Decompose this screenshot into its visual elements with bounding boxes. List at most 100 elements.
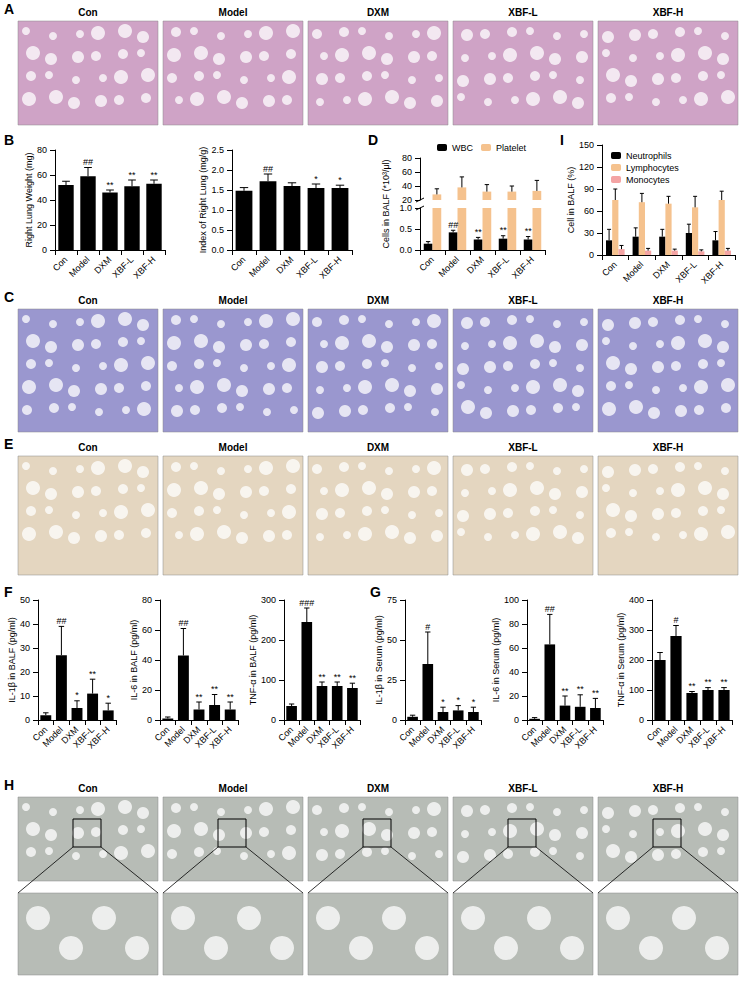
svg-text:0.0: 0.0 <box>399 245 412 255</box>
svg-text:0: 0 <box>25 715 30 725</box>
svg-text:Model: Model <box>437 254 461 278</box>
svg-text:2.5: 2.5 <box>211 145 224 155</box>
svg-text:0: 0 <box>589 250 594 260</box>
svg-text:75: 75 <box>387 595 397 605</box>
svg-text:Monocytes: Monocytes <box>626 175 670 185</box>
svg-text:Model: Model <box>219 783 248 794</box>
svg-text:DXM: DXM <box>367 783 389 794</box>
svg-text:Model: Model <box>219 295 248 306</box>
svg-text:XBF-H: XBF-H <box>317 254 343 280</box>
svg-text:XBF-L: XBF-L <box>110 254 135 279</box>
svg-text:**: ** <box>577 684 585 694</box>
svg-text:XBF-H: XBF-H <box>208 724 234 750</box>
svg-text:XBF-L: XBF-L <box>508 295 537 306</box>
svg-text:0.5: 0.5 <box>399 224 412 234</box>
svg-text:1.0: 1.0 <box>399 203 412 213</box>
svg-text:IL-1β in BALF (pg/ml): IL-1β in BALF (pg/ml) <box>7 617 17 703</box>
svg-text:XBF-H: XBF-H <box>699 259 725 285</box>
svg-text:E: E <box>4 436 13 452</box>
svg-text:##: ## <box>178 618 188 628</box>
svg-text:200: 200 <box>261 635 276 645</box>
svg-text:XBF-L: XBF-L <box>674 259 699 284</box>
svg-text:100: 100 <box>261 675 276 685</box>
svg-text:XBF-L: XBF-L <box>508 7 537 18</box>
svg-text:**: ** <box>704 677 712 687</box>
svg-text:*: * <box>338 175 342 185</box>
svg-text:Model: Model <box>247 254 271 278</box>
svg-text:DXM: DXM <box>274 254 295 275</box>
svg-text:Cells in BALF (*10³/μl): Cells in BALF (*10³/μl) <box>381 159 391 248</box>
svg-text:0: 0 <box>639 715 644 725</box>
svg-text:20: 20 <box>509 691 519 701</box>
svg-text:XBF-L: XBF-L <box>508 442 537 453</box>
svg-text:XBF-H: XBF-H <box>131 254 157 280</box>
svg-text:0.5: 0.5 <box>211 225 224 235</box>
svg-text:300: 300 <box>629 625 644 635</box>
svg-text:C: C <box>4 289 14 305</box>
svg-text:Con: Con <box>78 442 97 453</box>
svg-text:60: 60 <box>402 167 412 177</box>
svg-text:Index of Right Lung (mg/g): Index of Right Lung (mg/g) <box>198 147 208 254</box>
svg-text:50: 50 <box>20 595 30 605</box>
svg-text:#: # <box>425 622 430 632</box>
svg-text:100: 100 <box>504 595 519 605</box>
svg-text:G: G <box>370 584 381 600</box>
svg-text:IL-6 in Serum (pg/ml): IL-6 in Serum (pg/ml) <box>491 618 501 703</box>
svg-text:0: 0 <box>42 245 47 255</box>
svg-text:##: ## <box>545 604 555 614</box>
svg-text:Con: Con <box>51 254 70 273</box>
svg-text:#: # <box>673 615 678 625</box>
svg-text:Right Lung Weight (mg): Right Lung Weight (mg) <box>24 153 34 248</box>
svg-text:50: 50 <box>387 635 397 645</box>
svg-text:D: D <box>368 132 378 148</box>
svg-text:Con: Con <box>78 295 97 306</box>
svg-text:**: ** <box>211 684 219 694</box>
svg-text:DXM: DXM <box>367 7 389 18</box>
svg-text:1.5: 1.5 <box>211 185 224 195</box>
svg-text:XBF-H: XBF-H <box>653 7 684 18</box>
svg-text:1.0: 1.0 <box>211 205 224 215</box>
svg-text:*: * <box>456 695 460 705</box>
svg-text:*: * <box>75 690 79 700</box>
svg-text:10: 10 <box>20 691 30 701</box>
svg-text:Platelet: Platelet <box>496 143 527 153</box>
svg-text:120: 120 <box>579 162 594 172</box>
svg-text:**: ** <box>525 226 533 236</box>
svg-text:**: ** <box>561 686 569 696</box>
svg-text:80: 80 <box>509 619 519 629</box>
svg-text:DXM: DXM <box>465 254 486 275</box>
svg-text:**: ** <box>334 672 342 682</box>
svg-text:**: ** <box>195 692 203 702</box>
svg-text:**: ** <box>592 688 600 698</box>
svg-text:**: ** <box>720 677 728 687</box>
svg-text:*: * <box>441 697 445 707</box>
svg-text:XBF-L: XBF-L <box>294 254 319 279</box>
svg-text:XBF-H: XBF-H <box>330 724 356 750</box>
svg-text:##: ## <box>448 220 458 230</box>
svg-text:*: * <box>314 174 318 184</box>
svg-text:**: ** <box>475 227 483 237</box>
svg-text:A: A <box>4 1 14 17</box>
svg-text:XBF-L: XBF-L <box>486 254 511 279</box>
svg-text:Neutrophils: Neutrophils <box>626 151 672 161</box>
svg-text:2.0: 2.0 <box>211 165 224 175</box>
svg-text:Con: Con <box>78 7 97 18</box>
svg-text:60: 60 <box>37 170 47 180</box>
svg-text:Model: Model <box>219 7 248 18</box>
svg-text:90: 90 <box>584 184 594 194</box>
svg-text:**: ** <box>150 170 158 180</box>
svg-text:80: 80 <box>142 595 152 605</box>
svg-text:**: ** <box>500 225 508 235</box>
svg-text:Con: Con <box>417 254 436 273</box>
svg-text:XBF-L: XBF-L <box>508 783 537 794</box>
svg-text:200: 200 <box>629 655 644 665</box>
svg-text:###: ### <box>299 598 314 608</box>
svg-text:XBF-H: XBF-H <box>86 724 112 750</box>
svg-text:XBF-H: XBF-H <box>653 442 684 453</box>
svg-text:60: 60 <box>142 625 152 635</box>
svg-text:40: 40 <box>37 195 47 205</box>
svg-text:40: 40 <box>509 667 519 677</box>
svg-text:0: 0 <box>147 715 152 725</box>
svg-text:**: ** <box>89 669 97 679</box>
svg-text:40: 40 <box>402 181 412 191</box>
